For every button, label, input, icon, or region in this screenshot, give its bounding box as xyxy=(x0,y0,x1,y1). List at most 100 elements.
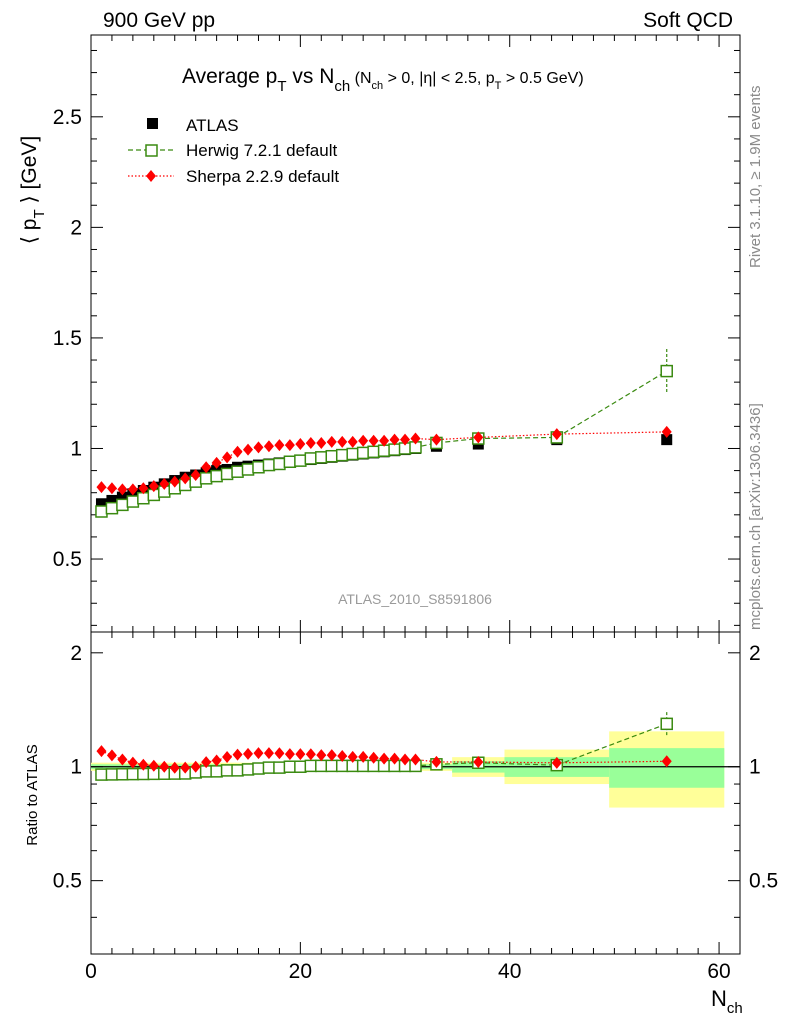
sherpa-ratio-point xyxy=(326,749,337,762)
ratio-right-tick-labels: 0.5 1 2 xyxy=(749,642,778,893)
herwig-point xyxy=(294,454,307,467)
atlas-point xyxy=(116,491,128,503)
sherpa-point xyxy=(263,440,274,453)
herwig-point xyxy=(199,472,213,485)
sherpa-point xyxy=(284,439,295,452)
sherpa-point xyxy=(551,428,562,441)
herwig-ratio-point xyxy=(252,762,265,775)
y-tick-label: 2 xyxy=(70,216,82,239)
herwig-point xyxy=(304,452,318,465)
sherpa-ratio-point xyxy=(159,760,170,773)
sherpa-ratio-point xyxy=(431,755,442,768)
herwig-point xyxy=(325,449,339,463)
sherpa-ratio-point xyxy=(190,760,201,773)
herwig-ratio-point xyxy=(315,759,328,773)
sherpa-ratio-point xyxy=(473,755,484,768)
sherpa-point xyxy=(211,456,222,469)
sherpa-point xyxy=(138,482,149,495)
chart-title: Average pT vs Nch (Nch > 0, |η| < 2.5, p… xyxy=(182,65,584,95)
herwig-ratio-point xyxy=(231,764,244,777)
sherpa-point xyxy=(368,434,379,447)
y-tick-label: 0.5 xyxy=(53,548,82,571)
sherpa-ratio-point xyxy=(284,748,295,761)
herwig-point xyxy=(137,491,150,505)
herwig-ratio-point xyxy=(304,759,318,773)
y-tick-label: 1.5 xyxy=(53,327,82,350)
herwig-ratio-point xyxy=(273,761,286,774)
ratio-panel-frame xyxy=(90,631,741,955)
herwig-point xyxy=(335,448,349,462)
ratio-tick-label: 2 xyxy=(70,642,82,665)
herwig-ratio-point xyxy=(335,759,349,773)
header-left: 900 GeV pp xyxy=(103,9,216,32)
ratio-tick-label-right: 0.5 xyxy=(749,870,778,893)
analysis-label: ATLAS_2010_S8591806 xyxy=(338,591,492,607)
sherpa-point xyxy=(243,443,254,456)
sherpa-ratio-point xyxy=(211,754,222,767)
herwig-ratio-point xyxy=(126,767,140,781)
sherpa-ratio-point xyxy=(106,749,117,762)
sherpa-ratio-point xyxy=(243,747,254,760)
y-tick-label: 2.5 xyxy=(53,106,82,129)
herwig-point xyxy=(95,505,108,518)
herwig-ratio-point xyxy=(105,768,119,781)
sherpa-point xyxy=(148,480,159,493)
ratio-tick-label: 0.5 xyxy=(53,870,82,893)
sherpa-ratio-point xyxy=(410,753,421,766)
herwig-ratio-point xyxy=(660,717,673,731)
sherpa-ratio-point xyxy=(253,747,264,760)
sherpa-ratio-point xyxy=(127,756,138,769)
herwig-point xyxy=(367,445,380,459)
sherpa-ratio-point xyxy=(305,748,316,761)
herwig-point xyxy=(273,457,286,471)
ratio-uncertainty-bands xyxy=(91,731,740,808)
sherpa-point xyxy=(232,445,243,458)
ratio-band-green xyxy=(609,748,725,788)
herwig-ratio-point xyxy=(262,761,276,774)
main-axis-ticks xyxy=(90,35,741,632)
sherpa-ratio-point xyxy=(274,747,285,760)
sherpa-ratio-point xyxy=(316,749,327,762)
sherpa-point xyxy=(337,435,348,448)
herwig-ratio-point xyxy=(210,765,223,778)
atlas-point xyxy=(95,498,107,510)
herwig-ratio-point xyxy=(283,760,297,773)
herwig-point xyxy=(346,447,359,461)
legend-herwig-marker xyxy=(145,144,158,157)
sherpa-ratio-point xyxy=(263,747,274,760)
legend-atlas-marker xyxy=(147,118,158,129)
atlas-point xyxy=(661,434,673,446)
sherpa-point xyxy=(410,432,421,445)
sherpa-ratio-point xyxy=(358,750,369,763)
sherpa-ratio-point xyxy=(389,752,400,765)
ratio-tick-label: 1 xyxy=(70,756,82,779)
herwig-point xyxy=(315,451,328,464)
mcplots-label: mcplots.cern.ch [arXiv:1306.3436] xyxy=(747,403,764,630)
ratio-series-layer xyxy=(95,712,673,781)
sherpa-point xyxy=(326,435,337,448)
sherpa-point xyxy=(295,438,306,451)
x-tick-label: 20 xyxy=(289,960,312,983)
sherpa-point xyxy=(473,431,484,444)
sherpa-point xyxy=(661,425,672,438)
sherpa-point xyxy=(169,475,180,488)
ratio-y-axis-label: Ratio to ATLAS xyxy=(24,744,41,845)
x-tick-label: 0 xyxy=(85,960,97,983)
sherpa-ratio-point xyxy=(117,753,128,766)
sherpa-ratio-point xyxy=(169,761,180,774)
y-tick-labels: 0.5 1 1.5 2 2.5 0.5 1 2 xyxy=(53,106,82,893)
sherpa-ratio-point xyxy=(232,748,243,761)
sherpa-point xyxy=(347,435,358,448)
sherpa-point xyxy=(159,477,170,490)
sherpa-point xyxy=(201,461,212,474)
legend-atlas-label: ATLAS xyxy=(186,116,239,135)
sherpa-ratio-point xyxy=(295,748,306,761)
herwig-point xyxy=(241,463,255,476)
sherpa-point xyxy=(96,481,107,494)
sherpa-point xyxy=(180,472,191,485)
herwig-point xyxy=(220,467,234,481)
sherpa-point xyxy=(431,433,442,446)
herwig-ratio-point xyxy=(220,764,234,777)
main-series-layer xyxy=(95,348,673,518)
